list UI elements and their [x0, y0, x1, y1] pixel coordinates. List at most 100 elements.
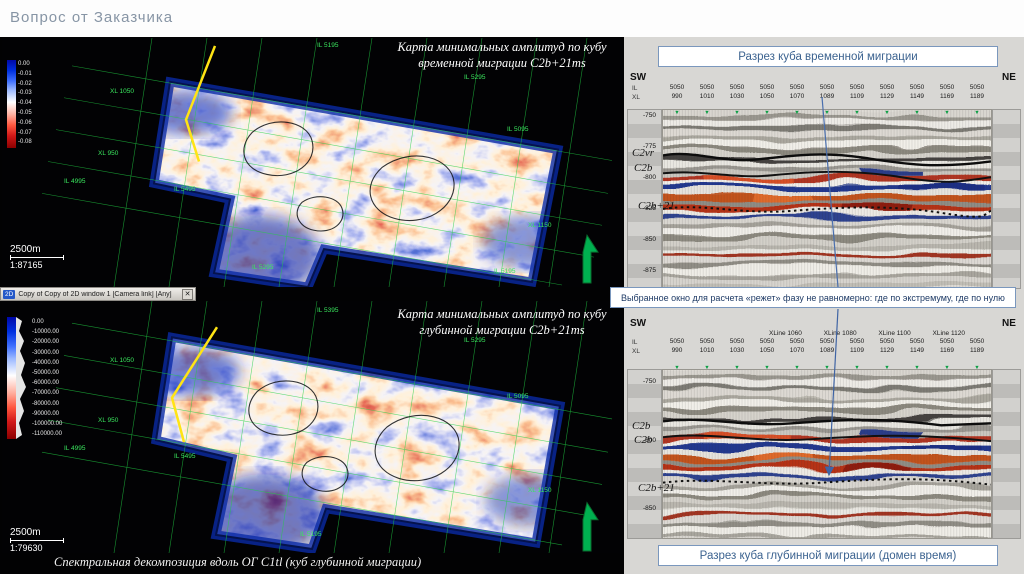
crossline-value: 1149 [910, 347, 924, 354]
tick-triangle-icon [872, 101, 902, 119]
inline-values-row: 5050 5050 5050 5050 5050 5050 5050 5050 5050 5050… [662, 84, 992, 91]
window-title: Copy of Copy of 2D window 1 [Camera link… [18, 290, 172, 298]
tick-triangle-icon [782, 101, 812, 119]
depth-value: -800 [642, 437, 656, 444]
tick-triangle-icon [812, 101, 842, 119]
tick-triangle-icon [722, 101, 752, 119]
grid-line-label: XL 1150 [528, 222, 552, 229]
inline-value: 5050 [669, 338, 685, 345]
map-caption: Карта минимальных амплитуд по кубу време… [397, 40, 607, 70]
tick-triangle-icon [872, 356, 902, 374]
bottom-section-title: Разрез куба глубинной миграции (домен вр… [658, 545, 998, 566]
top-section-title: Разрез куба временной миграции [658, 46, 998, 67]
grid-line-label: IL 5295 [464, 74, 486, 81]
depth-section-canvas [663, 370, 991, 538]
tick-triangle-icon [932, 356, 962, 374]
inline-value: 5050 [969, 84, 985, 91]
depth-labels: -750 -775 -800 -825 -850 -875 [627, 109, 660, 289]
inline-value: 5050 [939, 84, 955, 91]
crossline-values-row: 990 1010 1030 1050 1070 1089 1109 1129 1149 1169 1… [662, 93, 992, 100]
color-legend: 0.00 -0.01 -0.02 -0.03 -0.04 -0.05 -0.06 -0.07 -… [7, 60, 32, 148]
crossline-value: 1109 [850, 347, 864, 354]
crossline-value: 1129 [880, 93, 894, 100]
crossline-value: 1129 [880, 347, 894, 354]
depth-map-canvas [2, 301, 622, 553]
grid-line-label: IL 4995 [64, 178, 86, 185]
il-axis-label: IL [632, 85, 638, 92]
depth-value: -775 [642, 143, 656, 150]
scale-ratio: 1:79630 [10, 543, 43, 553]
inline-value: 5050 [909, 84, 925, 91]
depth-value: -850 [642, 236, 656, 243]
grid-line-label: IL 5495 [174, 453, 196, 460]
legend-value: -70000.00 [32, 390, 60, 397]
grid-line-label: IL 5295 [252, 264, 274, 271]
depth-ruler-left [627, 369, 662, 539]
grid-line-label: XL 1050 [110, 357, 134, 364]
tick-triangle-icon [842, 101, 872, 119]
crossline-value: 1169 [940, 347, 954, 354]
horizon-line-c2b-lower [663, 434, 991, 443]
grid-line-label: IL 4995 [64, 445, 86, 452]
tick-triangle-icon [662, 101, 692, 119]
inline-value: 5050 [819, 84, 835, 91]
color-histogram [16, 317, 26, 439]
crossline-value: 1010 [699, 347, 715, 354]
grid-line-label: IL 5195 [300, 531, 322, 538]
depth-value: -800 [642, 174, 656, 181]
legend-value: -30000.00 [32, 349, 60, 356]
grid-line-label: IL 5195 [317, 42, 339, 49]
direction-sw-label: SW [630, 72, 647, 83]
crossline-value: 1030 [729, 93, 745, 100]
horizon-label-2: C2b [634, 162, 653, 174]
legend-value: -0.06 [18, 119, 32, 126]
inline-value: 5050 [699, 84, 715, 91]
xline-labels-row: XLine 1060 XLine 1080 XLine 1100 XLine 1120 [769, 330, 965, 337]
depth-value: -875 [642, 267, 656, 274]
crossline-value: 1030 [729, 347, 745, 354]
legend-value: -80000.00 [32, 400, 60, 407]
time-section-view [662, 109, 992, 289]
depth-labels: -750 -800 -850 [627, 369, 660, 539]
scale-bar [10, 538, 64, 543]
inline-value: 5050 [729, 338, 745, 345]
horizon-line-c2b-upper [663, 418, 991, 427]
tick-triangle-icon [782, 356, 812, 374]
tick-triangle-icon [932, 101, 962, 119]
tick-triangle-icon [692, 101, 722, 119]
page-title: Вопрос от Заказчика [10, 9, 174, 26]
xline-label: XLine 1100 [878, 330, 911, 337]
inline-value: 5050 [879, 338, 895, 345]
legend-value: -60000.00 [32, 380, 60, 387]
crossline-value: 1149 [910, 93, 924, 100]
app-window-titlebar[interactable]: 2D Copy of Copy of 2D window 1 [Camera l… [0, 287, 196, 301]
slide-header: Вопрос от Заказчика [0, 0, 1024, 37]
inline-value: 5050 [789, 338, 805, 345]
crossline-values-row: 990 1010 1030 1050 1070 1089 1109 1129 1149 1169 1… [662, 347, 992, 354]
horizon-label-3: C2b+21 [638, 482, 675, 494]
map-caption: Карта минимальных амплитуд по кубу глуби… [397, 307, 607, 337]
grid-line-label: XL 950 [98, 150, 119, 157]
tick-triangle-icon [662, 356, 692, 374]
color-scale-bar [7, 60, 16, 148]
trace-tick-row [662, 356, 992, 374]
depth-value: -850 [642, 505, 656, 512]
depth-ruler-right [992, 369, 1021, 539]
tick-triangle-icon [752, 101, 782, 119]
close-icon[interactable]: ✕ [182, 288, 193, 300]
crossline-value: 1089 [819, 347, 835, 354]
legend-value: -0.08 [18, 139, 32, 146]
inline-value: 5050 [759, 338, 775, 345]
legend-value: -110000.00 [32, 431, 62, 438]
scale-bar [10, 255, 64, 260]
legend-value: -0.02 [18, 80, 32, 87]
grid-line-label: IL 5095 [507, 393, 529, 400]
inline-value: 5050 [729, 84, 745, 91]
time-map-canvas [2, 38, 622, 287]
crossline-value: 1189 [970, 93, 984, 100]
crossline-value: 1189 [970, 347, 984, 354]
crossline-value: 1070 [789, 93, 805, 100]
trace-tick-row [662, 101, 992, 119]
tick-triangle-icon [722, 356, 752, 374]
legend-value: -0.05 [18, 109, 32, 116]
